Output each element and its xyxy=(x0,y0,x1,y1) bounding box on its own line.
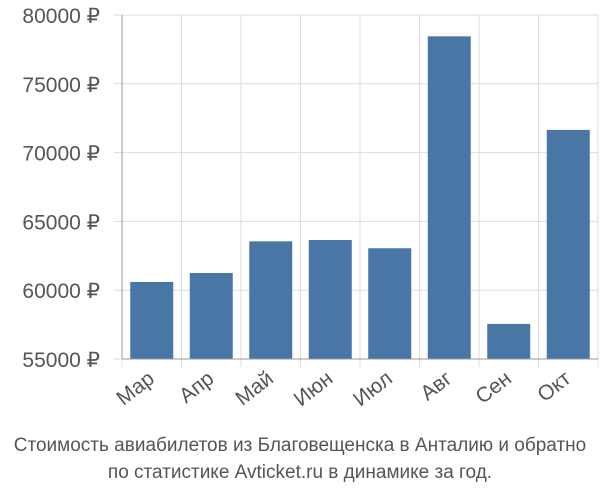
caption-line-2: по статистике Avticket.ru в динамике за … xyxy=(107,462,493,483)
bar xyxy=(487,323,531,359)
bars xyxy=(130,36,590,359)
bar xyxy=(427,36,471,359)
bar-chart: 55000 ₽ 60000 ₽ 65000 ₽ 70000 ₽ 75000 ₽ 80000… xyxy=(22,5,599,412)
y-tick-label: 65000 ₽ xyxy=(22,211,100,234)
bar xyxy=(368,248,412,359)
y-tick-label: 55000 ₽ xyxy=(22,349,100,372)
x-tick-label: Мар xyxy=(112,367,159,410)
y-tick-label: 80000 ₽ xyxy=(22,5,100,28)
y-tick-label: 75000 ₽ xyxy=(22,74,100,97)
x-tick-label: Сен xyxy=(471,367,515,409)
bar xyxy=(189,273,233,359)
bar xyxy=(249,241,293,359)
bar xyxy=(308,239,352,359)
axes xyxy=(121,15,598,360)
bar xyxy=(130,281,174,359)
y-tick-label: 60000 ₽ xyxy=(22,280,100,303)
x-tick-label: Июн xyxy=(290,367,338,411)
y-tick-labels: 55000 ₽ 60000 ₽ 65000 ₽ 70000 ₽ 75000 ₽ 80000… xyxy=(22,5,100,372)
x-tick-label: Окт xyxy=(533,367,575,407)
caption-line-1: Стоимость авиабилетов из Благовещенска в… xyxy=(13,435,587,456)
x-tick-label: Авг xyxy=(416,367,456,406)
x-tick-label: Апр xyxy=(175,367,218,408)
bar xyxy=(546,129,590,359)
x-tick-labels: Мар Апр Май Июн Июл Авг Сен Окт xyxy=(112,367,575,412)
y-tick-label: 70000 ₽ xyxy=(22,143,100,166)
x-tick-label: Май xyxy=(231,367,278,410)
x-tick-label: Июл xyxy=(349,367,397,411)
grid-lines xyxy=(114,14,599,367)
